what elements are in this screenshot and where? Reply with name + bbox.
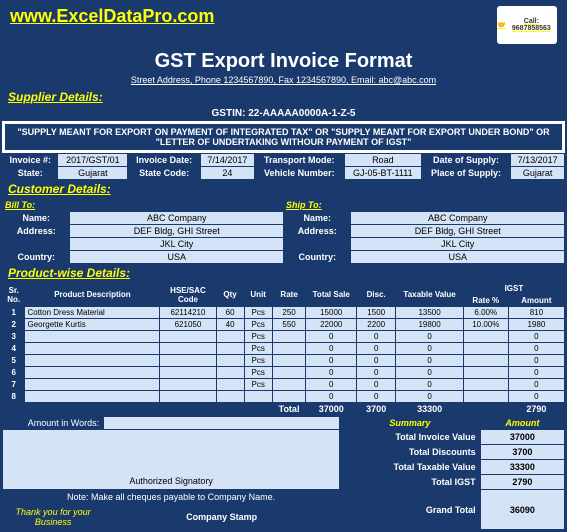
sum-tax-label: Total Taxable Value — [340, 460, 481, 475]
dos-label: Date of Supply: — [421, 154, 510, 167]
col-qty: Qty — [216, 283, 244, 307]
export-banner: "SUPPLY MEANT FOR EXPORT ON PAYMENT OF I… — [4, 123, 563, 151]
thanks-text: Thank you for your Business — [3, 505, 104, 530]
signature-area: Authorized Signatory — [3, 430, 340, 490]
sum-disc: 3700 — [480, 445, 564, 460]
col-ratepct: Rate % — [463, 295, 508, 307]
table-row: 2Georgette Kurtis62105040Pcs550220002200… — [3, 319, 565, 331]
ship-name: ABC Company — [351, 212, 565, 225]
invdate-label: Invoice Date: — [128, 154, 201, 167]
sum-grand-label: Grand Total — [340, 490, 481, 530]
col-disc: Disc. — [357, 283, 396, 307]
col-taxable: Taxable Value — [396, 283, 463, 307]
authorized-signatory: Authorized Signatory — [5, 474, 337, 488]
total-sale: 37000 — [306, 403, 357, 416]
shipto-header: Ship To: — [283, 199, 564, 212]
total-label: Total — [3, 403, 306, 416]
col-rate: Rate — [272, 283, 306, 307]
col-igst: IGST — [463, 283, 564, 295]
logo: 🤝Call: 9687858563 — [497, 6, 557, 44]
gstin-row: GSTIN: 22-AAAAA0000A-1-Z-5 — [2, 106, 565, 121]
col-total: Total Sale — [306, 283, 357, 307]
product-header: Product-wise Details: — [2, 264, 565, 282]
bill-addr-label: Address: — [3, 225, 70, 238]
pos-label: Place of Supply: — [421, 167, 510, 180]
vno-value: GJ-05-BT-1111 — [344, 167, 421, 180]
amount-header: Amount — [480, 417, 564, 430]
footer-table: Amount in Words: Summary Amount Authoriz… — [2, 416, 565, 530]
sum-disc-label: Total Discounts — [340, 445, 481, 460]
invno-value: 2017/GST/01 — [58, 154, 128, 167]
tmode-label: Transport Mode: — [254, 154, 344, 167]
bill-country: USA — [70, 251, 284, 264]
header-bar: www.ExcelDataPro.com 🤝Call: 9687858563 — [2, 2, 565, 48]
pos-value: Gujarat — [511, 167, 565, 180]
cheque-note: Note: Make all cheques payable to Compan… — [3, 490, 340, 505]
sum-invval: 37000 — [480, 430, 564, 445]
state-value: Gujarat — [58, 167, 128, 180]
ship-addr-label: Address: — [283, 225, 350, 238]
scode-label: State Code: — [128, 167, 201, 180]
invoice-subtitle: Street Address, Phone 1234567890, Fax 12… — [2, 75, 565, 88]
total-disc: 3700 — [357, 403, 396, 416]
total-taxable: 33300 — [396, 403, 463, 416]
ship-country: USA — [351, 251, 565, 264]
ship-name-label: Name: — [283, 212, 350, 225]
bill-addr2: JKL City — [70, 238, 284, 251]
dos-value: 7/13/2017 — [511, 154, 565, 167]
bill-addr1: DEF Bldg, GHI Street — [70, 225, 284, 238]
invdate-value: 7/14/2017 — [201, 154, 255, 167]
table-row: 4Pcs0000 — [3, 343, 565, 355]
ship-addr1: DEF Bldg, GHI Street — [351, 225, 565, 238]
sum-igst-label: Total IGST — [340, 475, 481, 490]
vno-label: Vehicle Number: — [254, 167, 344, 180]
invoice-container: www.ExcelDataPro.com 🤝Call: 9687858563 G… — [0, 0, 567, 532]
site-url: www.ExcelDataPro.com — [10, 6, 214, 44]
invoice-title: GST Export Invoice Format — [2, 48, 565, 75]
tmode-value: Road — [344, 154, 421, 167]
bill-name-label: Name: — [3, 212, 70, 225]
sum-invval-label: Total Invoice Value — [340, 430, 481, 445]
total-amt: 2790 — [508, 403, 564, 416]
col-unit: Unit — [244, 283, 272, 307]
product-table: Sr. No. Product Description HSE/SAC Code… — [2, 282, 565, 416]
col-sr: Sr. No. — [3, 283, 25, 307]
supplier-header: Supplier Details: — [2, 88, 565, 106]
invoice-meta-table: Invoice #:2017/GST/01 Invoice Date:7/14/… — [2, 153, 565, 180]
ship-country-label: Country: — [283, 251, 350, 264]
table-row: 80000 — [3, 391, 565, 403]
customer-table: Bill To:Ship To: Name:ABC CompanyName:AB… — [2, 198, 565, 264]
words-value — [104, 417, 340, 430]
sum-grand: 36090 — [480, 490, 564, 530]
table-row: 7Pcs0000 — [3, 379, 565, 391]
invno-label: Invoice #: — [3, 154, 58, 167]
col-hsn: HSE/SAC Code — [160, 283, 216, 307]
summary-header: Summary — [340, 417, 481, 430]
company-stamp: Company Stamp — [104, 505, 340, 530]
table-row: 5Pcs0000 — [3, 355, 565, 367]
bill-name: ABC Company — [70, 212, 284, 225]
billto-header: Bill To: — [3, 199, 284, 212]
customer-header: Customer Details: — [2, 180, 565, 198]
bill-country-label: Country: — [3, 251, 70, 264]
words-label: Amount in Words: — [3, 417, 104, 430]
scode-value: 24 — [201, 167, 255, 180]
col-amt: Amount — [508, 295, 564, 307]
sum-tax: 33300 — [480, 460, 564, 475]
state-label: State: — [3, 167, 58, 180]
col-desc: Product Description — [25, 283, 160, 307]
sum-igst: 2790 — [480, 475, 564, 490]
table-row: 1Cotton Dress Material6211421060Pcs25015… — [3, 307, 565, 319]
ship-addr2: JKL City — [351, 238, 565, 251]
table-row: 3Pcs0000 — [3, 331, 565, 343]
table-row: 6Pcs0000 — [3, 367, 565, 379]
